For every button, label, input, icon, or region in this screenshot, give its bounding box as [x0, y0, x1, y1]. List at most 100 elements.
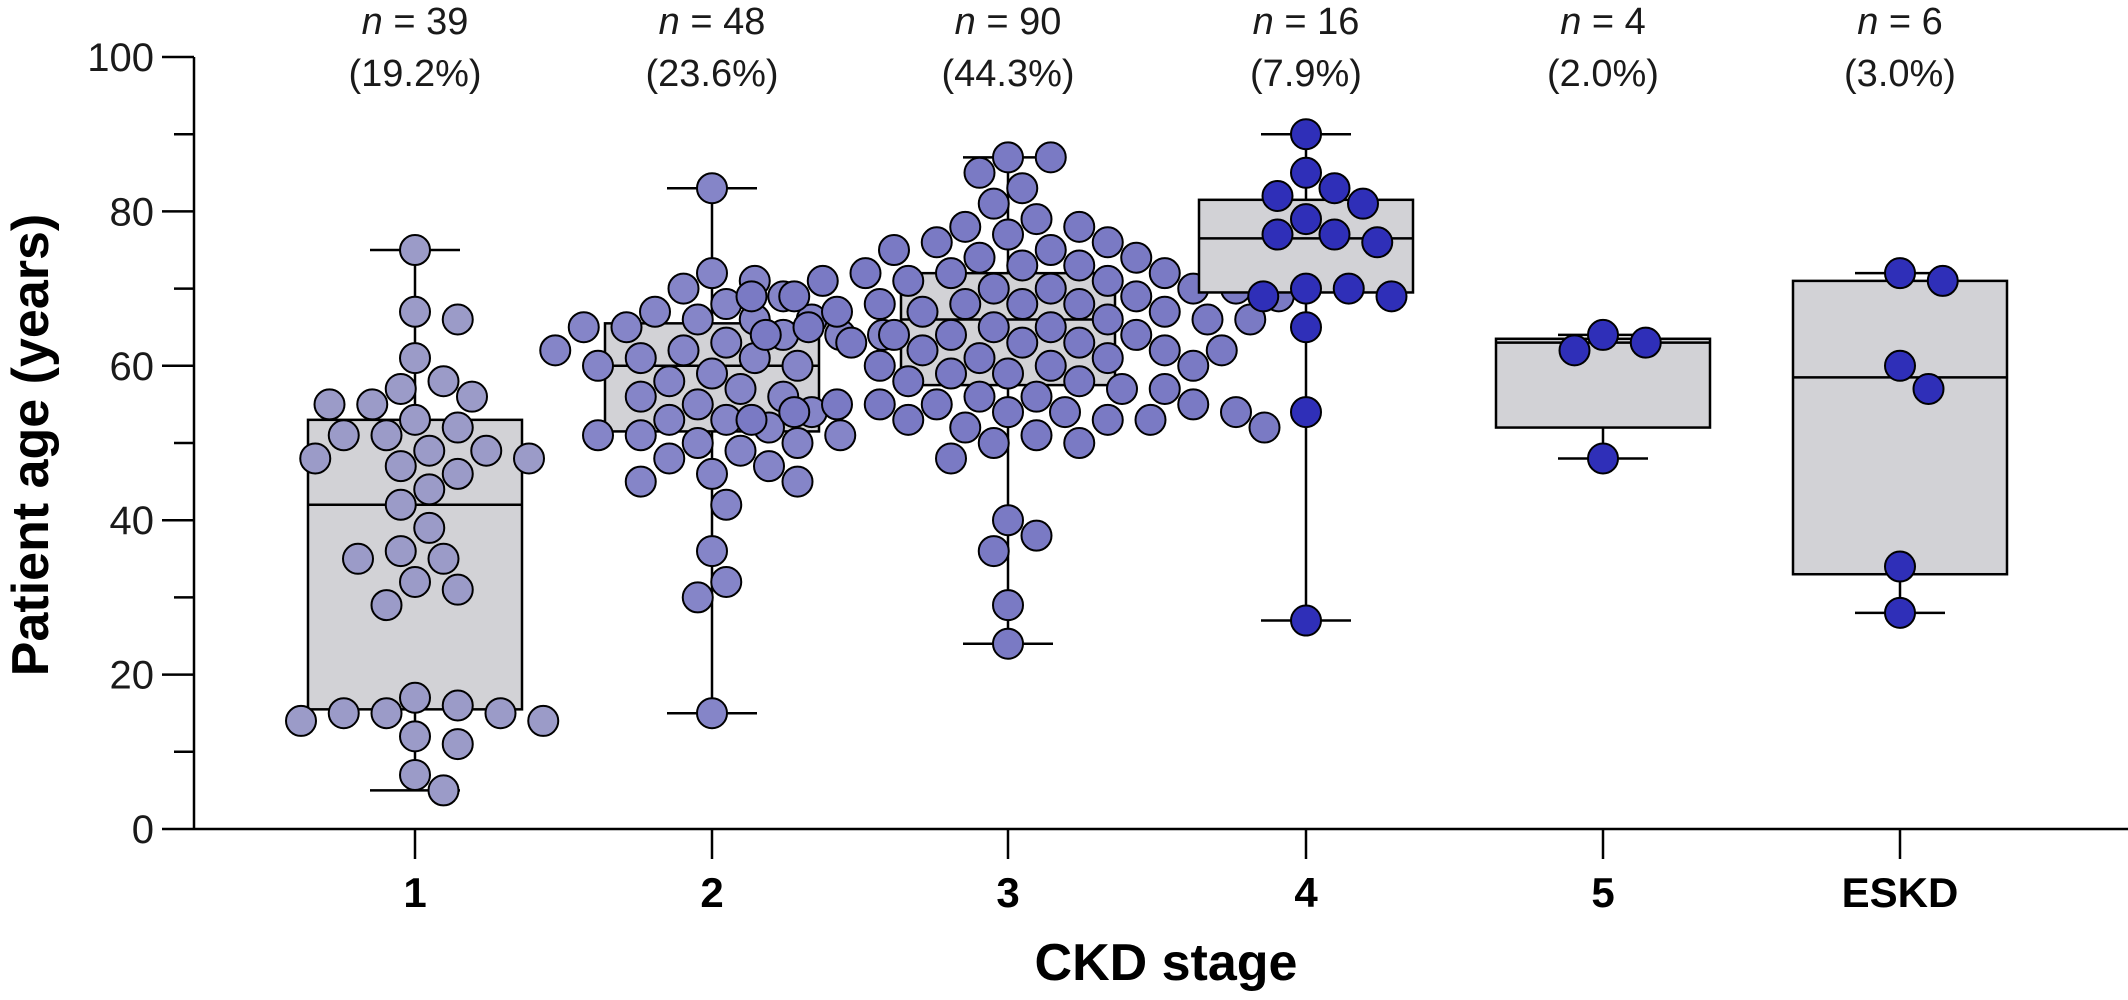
data-point [949, 411, 982, 444]
n-value: 39 [426, 1, 468, 43]
n-count-label: n = 90 [955, 1, 1062, 43]
data-point [1006, 288, 1039, 321]
data-point [935, 318, 967, 351]
data-point [1587, 318, 1619, 351]
data-point [681, 581, 714, 614]
data-point [399, 720, 431, 753]
data-point [653, 365, 686, 398]
data-point [1120, 280, 1153, 313]
y-axis: 0 20 40 60 80 100 [87, 36, 196, 852]
data-point [1290, 203, 1322, 236]
data-point [1191, 303, 1224, 336]
data-point [1148, 372, 1181, 405]
data-point [527, 704, 560, 737]
data-point [327, 697, 360, 730]
data-point [781, 349, 814, 382]
data-point [1020, 519, 1053, 552]
data-point [824, 419, 857, 452]
percent-label: (19.2%) [348, 53, 481, 95]
data-point [977, 272, 1010, 305]
data-point [1884, 349, 1916, 382]
n-symbol: n [362, 1, 383, 43]
n-value: 4 [1625, 1, 1646, 43]
y-tick-label: 60 [110, 345, 155, 389]
data-point [1034, 311, 1067, 344]
x-tick-label: 3 [996, 869, 1019, 916]
percent-label: (23.6%) [645, 53, 778, 95]
n-equals: = [680, 1, 723, 43]
data-point [1063, 288, 1096, 321]
data-point [992, 589, 1024, 622]
x-axis-title: CKD stage [1035, 934, 1298, 992]
data-point [1361, 226, 1394, 259]
data-point [299, 442, 332, 475]
data-point [1375, 280, 1408, 313]
data-point [1290, 311, 1322, 344]
n-count-label: n = 39 [362, 1, 469, 43]
data-point [1177, 349, 1210, 382]
data-point [1006, 249, 1039, 282]
data-point [1318, 218, 1351, 251]
data-point [539, 334, 572, 367]
data-point [484, 697, 517, 730]
n-symbol: n [1560, 1, 1581, 43]
data-point [470, 434, 503, 467]
data-point [624, 465, 657, 498]
data-point [977, 311, 1010, 344]
data-point [1587, 442, 1619, 475]
data-point [384, 535, 417, 568]
data-point [963, 342, 996, 375]
data-point [1290, 604, 1322, 637]
data-point [1049, 396, 1081, 429]
data-point [441, 411, 474, 444]
data-point [1034, 234, 1067, 266]
data-point [384, 372, 417, 405]
data-point [1034, 349, 1067, 382]
data-point [906, 295, 939, 328]
data-point [653, 442, 686, 475]
n-value: 6 [1922, 1, 1943, 43]
box-group-2 [539, 172, 899, 730]
data-point [1091, 264, 1124, 297]
box [1791, 279, 2009, 576]
data-point [696, 257, 728, 290]
data-point [878, 318, 910, 351]
data-point [1006, 172, 1039, 205]
data-point [920, 226, 953, 259]
data-point [992, 141, 1024, 174]
data-point [653, 403, 686, 436]
data-point [1205, 334, 1238, 367]
data-point [285, 704, 317, 737]
data-point [696, 457, 728, 490]
data-point [992, 627, 1024, 660]
x-tick-label: ESKD [1842, 869, 1959, 916]
data-point [356, 388, 389, 421]
data-point [667, 334, 700, 367]
data-point [441, 689, 474, 722]
data-point [1120, 241, 1153, 274]
percent-label: (3.0%) [1844, 53, 1956, 95]
n-value: 48 [723, 1, 765, 43]
data-point [1290, 156, 1322, 189]
data-point [778, 396, 811, 429]
data-point [835, 326, 868, 359]
data-point [1332, 272, 1365, 305]
data-point [710, 326, 743, 359]
data-point [1629, 326, 1662, 359]
data-point [821, 295, 853, 328]
percent-label: (2.0%) [1547, 53, 1659, 95]
data-point [1347, 187, 1379, 220]
data-point [1063, 249, 1096, 282]
n-count-label: n = 16 [1253, 1, 1360, 43]
data-point [1884, 550, 1916, 583]
n-count-label: n = 48 [659, 1, 766, 43]
n-symbol: n [955, 1, 976, 43]
data-point [441, 728, 474, 761]
data-point [781, 465, 814, 498]
data-point [878, 234, 910, 266]
box [1494, 337, 1712, 429]
data-point [806, 264, 839, 297]
data-point [624, 419, 657, 452]
n-equals: = [1581, 1, 1624, 43]
data-point [513, 442, 545, 475]
